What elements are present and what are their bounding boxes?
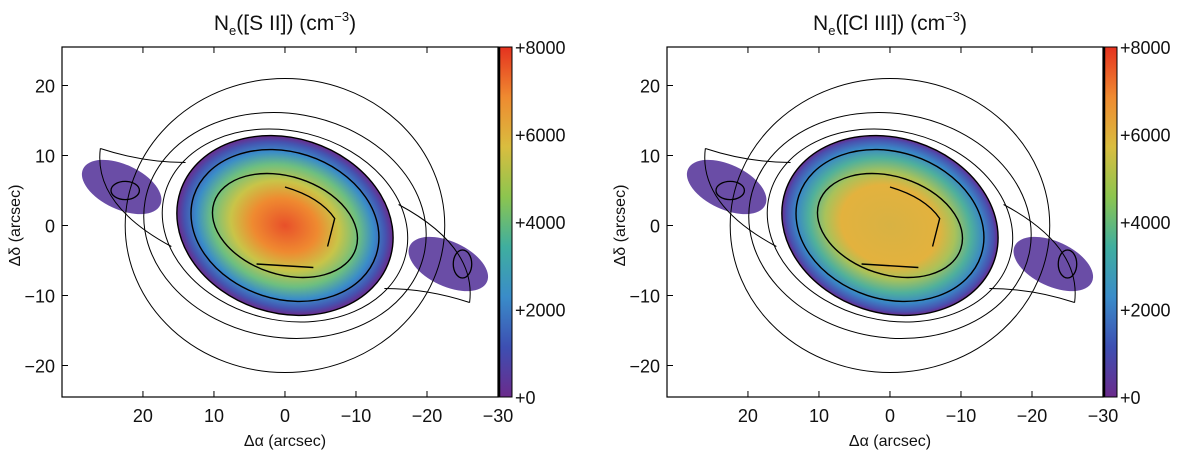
colorbar-tick-label: +4000 bbox=[1120, 213, 1171, 233]
colorbar-tick-label: +0 bbox=[515, 388, 536, 408]
y-axis-label: Δδ (arcsec) bbox=[612, 185, 629, 267]
y-tick-label: 0 bbox=[45, 217, 55, 237]
y-tick-label: 10 bbox=[640, 147, 660, 167]
east-knot-contour bbox=[110, 180, 141, 201]
title-sub: e bbox=[828, 23, 835, 38]
west-knot-contour bbox=[452, 249, 473, 279]
x-tick-label: 10 bbox=[204, 406, 224, 426]
y-tick-label: 20 bbox=[35, 77, 55, 97]
west-tail bbox=[1013, 236, 1094, 292]
contour-5 bbox=[190, 148, 380, 303]
contours bbox=[704, 78, 1078, 373]
colorbar-tick-label: +2000 bbox=[1120, 301, 1171, 321]
x-tick-label: 0 bbox=[280, 406, 290, 426]
title-main: N bbox=[214, 12, 229, 35]
y-tick-label: 20 bbox=[640, 77, 660, 97]
x-tick-label: −10 bbox=[946, 406, 977, 426]
east-tail bbox=[81, 159, 162, 215]
y-tick-label: 10 bbox=[35, 147, 55, 167]
x-axis-label: Δα (arcsec) bbox=[244, 433, 326, 450]
title-sup: −3 bbox=[945, 9, 960, 24]
contour-1 bbox=[124, 78, 446, 373]
west-tail bbox=[408, 236, 489, 292]
inner-ridge-contour bbox=[861, 186, 941, 269]
x-tick-label: −20 bbox=[1017, 406, 1048, 426]
x-tick-label: 0 bbox=[885, 406, 895, 426]
panel-1: 20 10 0 −10 −20 −30 20 10 0 −10 −20 Δα (arcsec) Δδ (… bbox=[7, 9, 566, 450]
colorbar-tick-label: +6000 bbox=[515, 126, 566, 146]
core-emission bbox=[176, 135, 394, 316]
density-map bbox=[81, 135, 489, 316]
y-tick-label: 0 bbox=[650, 217, 660, 237]
contour-5 bbox=[795, 148, 985, 303]
colorbar-tick-label: +0 bbox=[1120, 388, 1141, 408]
colorbar-tick-label: +4000 bbox=[515, 213, 566, 233]
title-end: ) bbox=[349, 12, 356, 35]
west-knot-contour bbox=[1057, 249, 1078, 279]
west-tail-contour bbox=[384, 204, 471, 303]
colorbar-tick-label: +2000 bbox=[515, 301, 566, 321]
contour-2 bbox=[748, 111, 1032, 340]
density-map bbox=[686, 135, 1094, 316]
east-tail bbox=[686, 159, 767, 215]
title-mid: ([Cl III]) (cm bbox=[835, 12, 945, 35]
contour-4 bbox=[176, 134, 394, 317]
title-end: ) bbox=[960, 12, 967, 35]
colorbar-tick-label: +6000 bbox=[1120, 126, 1171, 146]
inner-ridge-contour bbox=[256, 186, 336, 269]
contour-4 bbox=[781, 134, 999, 317]
x-tick-label: −30 bbox=[1088, 406, 1119, 426]
panel-title: Ne([Cl III]) (cm−3) bbox=[813, 9, 967, 38]
y-tick-label: −10 bbox=[24, 287, 55, 307]
colorbar-tick-label: +8000 bbox=[1120, 38, 1171, 58]
y-axis-label: Δδ (arcsec) bbox=[7, 185, 24, 267]
panel-title: Ne([S II]) (cm−3) bbox=[214, 9, 356, 38]
panel-2: 20 10 0 −10 −20 −30 20 10 0 −10 −20 Δα (arcsec) Δδ (… bbox=[612, 9, 1171, 450]
title-sup: −3 bbox=[334, 9, 349, 24]
west-tail-contour bbox=[989, 204, 1076, 303]
east-knot-contour bbox=[715, 180, 746, 201]
contour-3 bbox=[766, 128, 1014, 323]
title-mid: ([S II]) (cm bbox=[236, 12, 334, 35]
contour-6 bbox=[211, 172, 359, 279]
contour-6 bbox=[816, 172, 964, 279]
x-tick-label: 20 bbox=[738, 406, 758, 426]
x-tick-label: 20 bbox=[133, 406, 153, 426]
east-tail-contour bbox=[704, 148, 791, 247]
x-tick-label: −30 bbox=[483, 406, 514, 426]
contour-2 bbox=[143, 111, 427, 340]
y-tick-label: −20 bbox=[24, 357, 55, 377]
y-tick-label: −20 bbox=[629, 357, 660, 377]
east-tail-contour bbox=[99, 148, 186, 247]
colorbar-tick-label: +8000 bbox=[515, 38, 566, 58]
x-tick-label: 10 bbox=[809, 406, 829, 426]
contours bbox=[99, 78, 473, 373]
title-sub: e bbox=[229, 23, 236, 38]
contour-1 bbox=[729, 78, 1051, 373]
x-tick-label: −10 bbox=[341, 406, 372, 426]
core-emission bbox=[781, 135, 999, 316]
title-main: N bbox=[813, 12, 828, 35]
y-tick-label: −10 bbox=[629, 287, 660, 307]
x-tick-label: −20 bbox=[412, 406, 443, 426]
x-axis-label: Δα (arcsec) bbox=[849, 433, 931, 450]
contour-3 bbox=[161, 128, 409, 323]
